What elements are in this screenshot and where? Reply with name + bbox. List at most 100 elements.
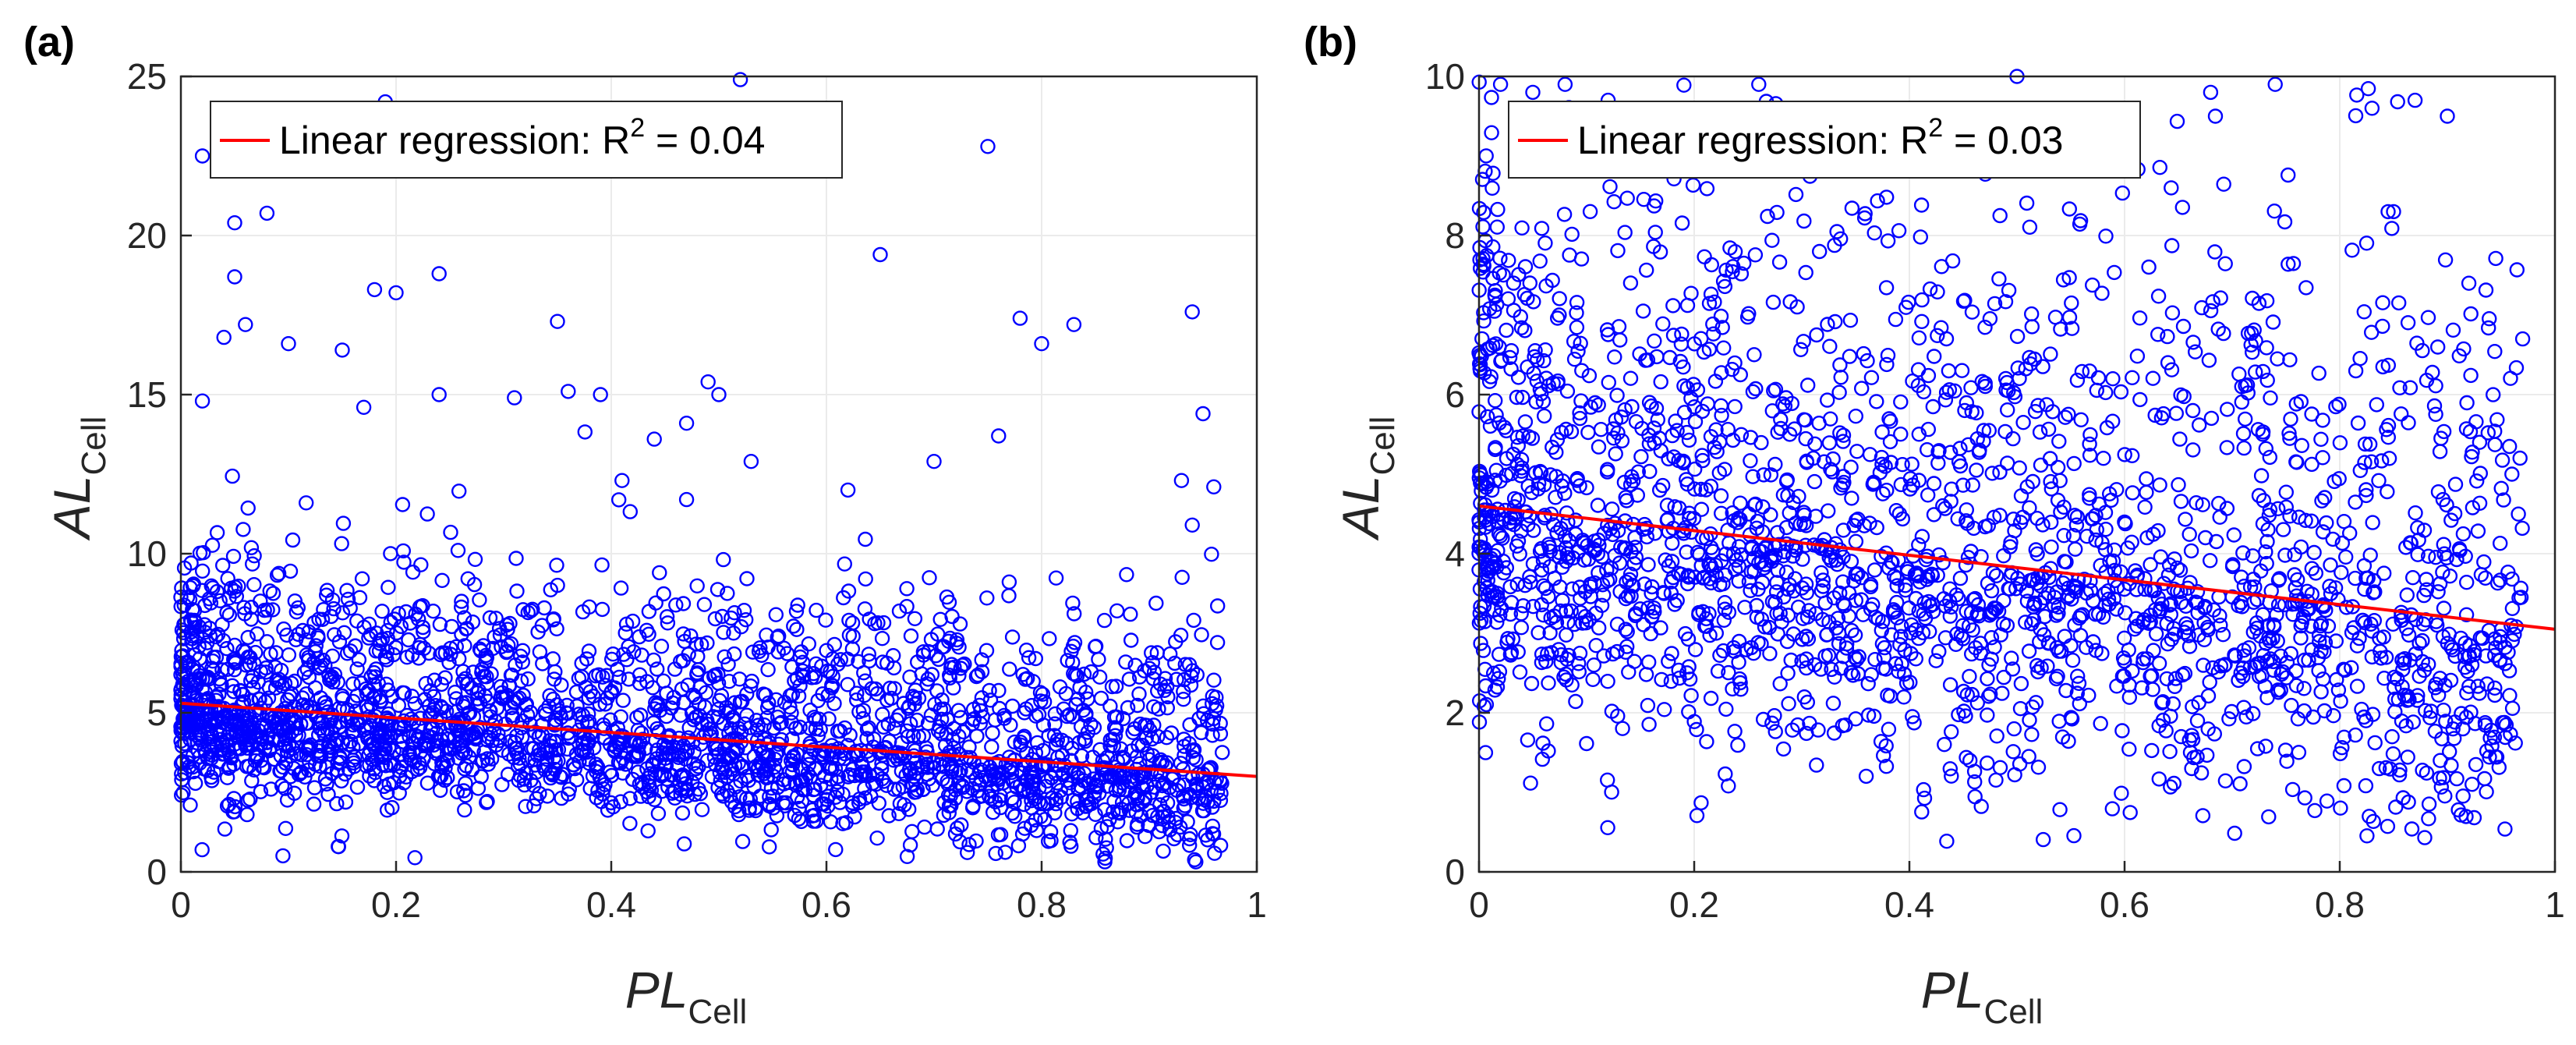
panel-a-data-point xyxy=(493,689,508,705)
panel-a-data-point xyxy=(768,763,784,779)
panel-a-data-point xyxy=(745,644,761,660)
panel-a-data-point xyxy=(1155,788,1170,803)
panel-a-data-point xyxy=(702,728,718,743)
panel-a-data-point xyxy=(316,602,331,618)
panel-a-data-point xyxy=(374,604,390,619)
panel-a-data-point xyxy=(472,592,487,608)
panel-a-data-point xyxy=(456,610,472,625)
panel-a-data-point xyxy=(198,693,214,710)
panel-a-data-point xyxy=(886,781,902,797)
panel-a-data-point xyxy=(306,655,322,671)
panel-a-data-point xyxy=(244,773,260,788)
panel-a-data-point xyxy=(209,525,225,540)
panel-a-data-point xyxy=(1139,746,1155,761)
panel-a-data-point xyxy=(535,656,550,671)
panel-a-data-point xyxy=(759,710,775,726)
panel-a-data-point xyxy=(330,675,345,690)
panel-a-data-point xyxy=(217,821,233,837)
panel-a-data-point xyxy=(440,770,455,785)
panel-a-data-point xyxy=(1104,678,1120,695)
panel-a-data-point xyxy=(396,554,412,570)
panel-a-data-point xyxy=(493,678,508,695)
panel-a-data-point xyxy=(221,607,237,623)
panel-a-data-point xyxy=(1021,650,1037,665)
panel-a-data-point xyxy=(526,798,542,814)
panel-a-data-point xyxy=(492,627,508,643)
panel-a-data-point xyxy=(859,721,876,737)
panel-a-data-point xyxy=(773,714,789,731)
panel-a-data-point xyxy=(307,756,324,772)
panel-a-data-point xyxy=(522,716,538,732)
panel-a-data-point xyxy=(287,593,303,609)
panel-a-data-point xyxy=(726,625,741,641)
panel-a-data-point xyxy=(618,616,635,632)
panel-a-data-point xyxy=(458,775,473,792)
panel-a-data-point xyxy=(710,780,726,795)
panel-a-data-point xyxy=(656,737,671,753)
panel-a-data-point xyxy=(968,833,984,849)
panel-a-data-point xyxy=(808,721,824,737)
panel-a-data-point xyxy=(387,611,402,627)
panel-a-data-point xyxy=(1069,668,1085,684)
panel-a-data-point xyxy=(744,673,759,689)
panel-a-data-point xyxy=(664,785,680,801)
panel-a-data-point xyxy=(448,691,464,707)
panel-a-data-point xyxy=(1064,740,1080,756)
panel-a-data-point xyxy=(419,775,436,791)
panel-a-data-point xyxy=(565,756,582,773)
panel-a-data-point xyxy=(937,737,954,753)
panel-a-data-point xyxy=(1118,654,1134,670)
panel-a-data-point xyxy=(227,651,242,667)
panel-a-data-point xyxy=(674,747,689,763)
panel-a-data-point xyxy=(258,664,274,680)
panel-a-data-point xyxy=(494,777,510,792)
panel-a-data-point xyxy=(659,708,674,724)
panel-a-data-point xyxy=(269,567,285,583)
panel-a-data-point xyxy=(851,654,866,670)
panel-a-data-point xyxy=(1137,663,1152,678)
panel-a-data-point xyxy=(370,734,386,749)
panel-a-data-point xyxy=(805,813,822,829)
panel-a-data-point xyxy=(861,720,877,735)
panel-a-data-point xyxy=(193,732,208,748)
panel-a-data-point xyxy=(1106,804,1121,820)
panel-a-data-point xyxy=(615,693,631,708)
panel-a-data-point xyxy=(1131,686,1147,702)
panel-a-data-point xyxy=(895,779,911,795)
panel-a-data-point xyxy=(367,689,383,704)
panel-a-data-point xyxy=(1176,692,1191,707)
panel-a-data-point xyxy=(1209,783,1226,799)
panel-a-data-point xyxy=(351,652,367,668)
panel-a-data-point xyxy=(1129,797,1145,813)
panel-a-data-point xyxy=(823,814,839,830)
panel-a-data-point xyxy=(949,632,965,648)
panel-a-data-point xyxy=(240,500,256,516)
panel-a-data-point xyxy=(849,685,865,701)
panel-a-data-point xyxy=(395,497,411,512)
panel-a-data-point xyxy=(307,644,324,660)
panel-a-data-point xyxy=(478,647,494,664)
panel-a-data-point xyxy=(518,799,533,814)
panel-a-data-point xyxy=(940,777,956,792)
panel-a-data-point xyxy=(822,759,838,775)
panel-a-data-point xyxy=(1181,838,1198,853)
panel-a-data-point xyxy=(699,635,715,651)
panel-a-data-point xyxy=(734,834,751,849)
panel-a-data-point xyxy=(646,792,663,808)
panel-a-data-point xyxy=(271,565,287,581)
panel-a-data-point xyxy=(911,690,927,707)
panel-a-data-point xyxy=(187,775,203,792)
panel-a-data-point xyxy=(419,506,435,522)
panel-a-data-point xyxy=(407,696,423,711)
panel-a-data-point xyxy=(1162,822,1178,838)
panel-a-data-point xyxy=(398,604,414,620)
panel-a-data-point xyxy=(859,731,875,746)
panel-a-data-point xyxy=(331,838,346,855)
panel-a-data-point xyxy=(196,545,211,561)
panel-a-data-point xyxy=(220,571,235,586)
panel-a-data-point xyxy=(881,808,897,824)
panel-a-data-point xyxy=(760,662,776,678)
panel-a-data-point xyxy=(848,692,865,708)
panel-a-data-point xyxy=(310,630,326,646)
panel-a-data-point xyxy=(1091,651,1106,668)
